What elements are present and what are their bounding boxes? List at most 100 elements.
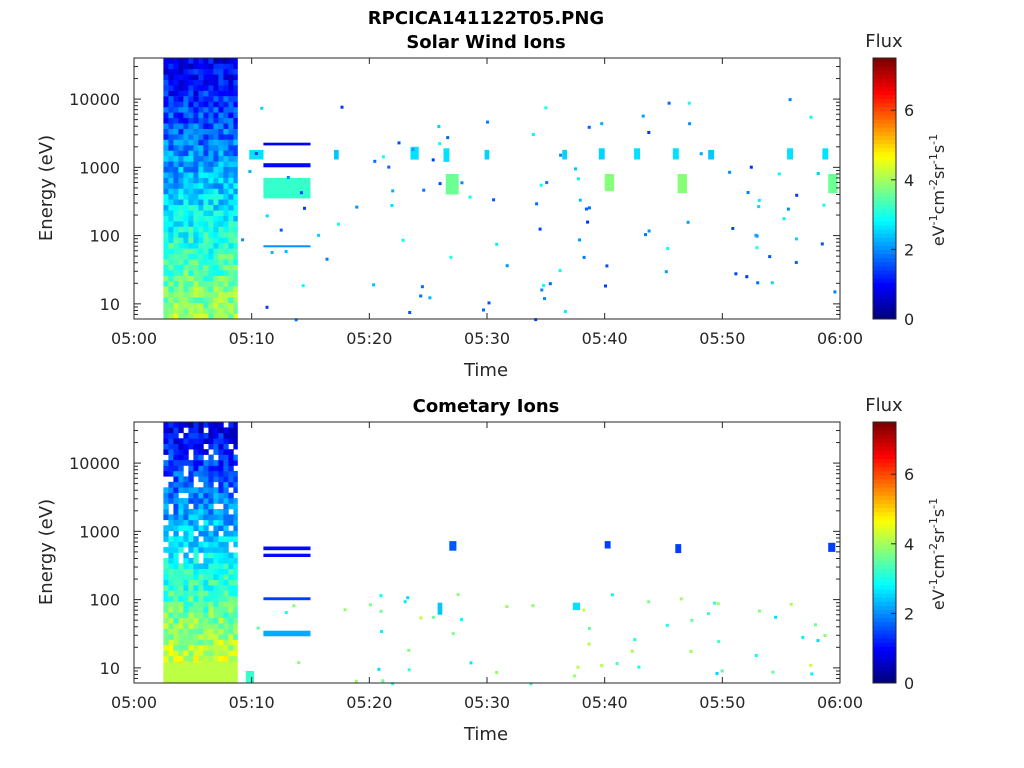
heat-cell <box>223 183 229 189</box>
heat-cell <box>193 639 199 646</box>
colorbar-step <box>873 180 896 185</box>
heat-cell <box>531 133 535 136</box>
heat-cell <box>188 313 194 320</box>
heat-cell <box>208 612 214 618</box>
heat-cell <box>218 601 224 608</box>
heat-cell <box>460 617 463 621</box>
heat-cell <box>173 585 179 591</box>
heat-cell <box>223 161 229 167</box>
flux-patch <box>677 174 687 194</box>
colorbar-step <box>873 585 896 590</box>
heat-cell <box>218 427 224 434</box>
heat-cell <box>193 253 199 260</box>
heat-cell <box>410 146 419 160</box>
heat-cell <box>198 270 204 276</box>
heat-cell <box>284 250 288 253</box>
colorbar-step <box>873 470 896 476</box>
heat-cell <box>168 470 174 477</box>
colorbar-step <box>873 94 896 100</box>
heat-cell <box>203 612 209 618</box>
heat-cell <box>218 172 224 178</box>
heat-cell <box>193 139 199 146</box>
heat-cell <box>168 96 174 102</box>
heat-cell <box>208 183 214 189</box>
heat-cell <box>538 227 542 231</box>
heat-cell <box>198 68 204 75</box>
heat-cell <box>233 302 238 309</box>
colorbar-step <box>873 155 896 161</box>
heat-cell <box>168 612 174 618</box>
heat-cell <box>203 552 209 559</box>
heat-cell <box>188 68 194 75</box>
heat-cell <box>198 302 204 309</box>
heat-cell <box>168 481 174 488</box>
heat-cell <box>213 579 219 586</box>
colorbar-step <box>873 617 896 623</box>
heat-cell <box>213 639 219 646</box>
colorbar-step <box>873 442 896 447</box>
heat-cell <box>213 242 219 249</box>
heat-cell <box>178 481 184 488</box>
flux-patch <box>443 148 450 162</box>
heat-cell <box>228 221 234 227</box>
heat-cell <box>183 68 189 75</box>
heat-cell <box>715 672 719 675</box>
heat-cell <box>173 259 179 265</box>
heat-cell <box>213 302 219 309</box>
colorbar-step <box>873 446 896 451</box>
heat-cell <box>213 79 219 86</box>
colorbar-step <box>873 621 896 627</box>
heat-cell <box>203 63 209 70</box>
heat-cell <box>449 541 457 551</box>
heat-cell <box>193 134 199 140</box>
heat-cell <box>183 525 189 531</box>
heat-cell <box>228 232 234 238</box>
heat-cell <box>168 215 174 222</box>
heat-cell <box>228 166 234 173</box>
heat-cell <box>228 644 234 651</box>
heat-cell <box>228 568 234 575</box>
colorbar-step <box>873 629 896 635</box>
heat-cell <box>203 568 209 575</box>
heat-cell <box>218 438 224 444</box>
heat-cell <box>587 125 591 129</box>
heat-cell <box>203 264 209 271</box>
heat-cell <box>746 191 750 194</box>
heat-cell <box>542 283 545 287</box>
heat-cell <box>233 150 238 157</box>
heat-cell <box>198 199 204 206</box>
heat-cell <box>188 650 194 657</box>
heat-cell <box>173 85 179 91</box>
heat-cell <box>198 286 204 293</box>
heat-cell <box>198 63 204 70</box>
heat-cell <box>168 188 174 195</box>
heat-cell <box>757 205 761 209</box>
heat-cell <box>208 128 214 135</box>
heat-cell <box>203 237 209 244</box>
heat-cell <box>228 601 234 608</box>
heat-cell <box>168 253 174 260</box>
heat-cell <box>208 655 214 662</box>
heat-cell <box>223 79 229 86</box>
heat-cell <box>223 270 229 276</box>
heat-cell <box>218 85 224 91</box>
heat-cell <box>198 655 204 662</box>
heat-cell <box>178 454 184 461</box>
heat-cell <box>178 237 184 244</box>
heat-cell <box>193 155 199 162</box>
heat-cell <box>188 145 194 151</box>
heat-cell <box>223 514 229 521</box>
heat-cell <box>233 117 238 124</box>
heat-cell <box>233 514 238 521</box>
heat-cell <box>203 134 209 140</box>
heat-cell <box>178 150 184 157</box>
colorbar-step <box>873 74 896 79</box>
heat-cell <box>193 487 199 493</box>
colorbar-step <box>873 519 896 525</box>
heat-cell <box>218 639 224 646</box>
heat-cell <box>228 650 234 657</box>
heat-cell <box>213 443 219 450</box>
heat-cell <box>183 552 189 559</box>
heat-cell <box>223 123 229 129</box>
heat-cell <box>193 177 199 184</box>
